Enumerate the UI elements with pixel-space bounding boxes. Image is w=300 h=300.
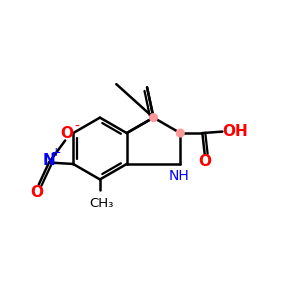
Text: O: O	[198, 154, 211, 169]
Text: N: N	[43, 153, 56, 168]
Text: OH: OH	[222, 124, 248, 139]
Text: O: O	[31, 185, 44, 200]
Text: +: +	[51, 146, 62, 159]
Text: CH₃: CH₃	[89, 197, 114, 210]
Text: -: -	[74, 120, 79, 134]
Text: O: O	[60, 127, 73, 142]
Circle shape	[176, 129, 184, 137]
Circle shape	[150, 114, 157, 122]
Text: NH: NH	[168, 169, 189, 183]
